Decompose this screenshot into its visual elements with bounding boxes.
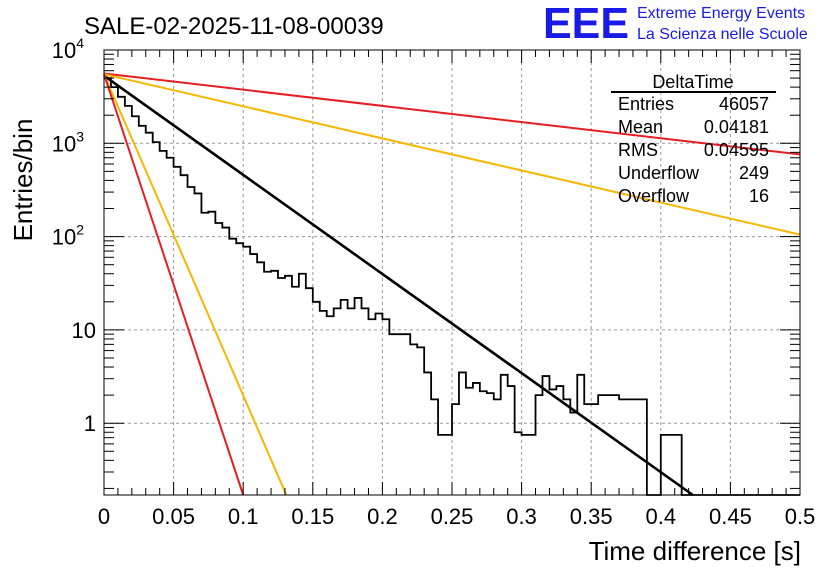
- stats-title: DeltaTime: [652, 72, 733, 92]
- y-tick-exponent: 2: [76, 222, 84, 238]
- stats-box: DeltaTime Entries 46057 Mean 0.04181 RMS 0.04…: [611, 72, 776, 206]
- x-tick-label: 0.3: [506, 504, 537, 529]
- stats-label: Underflow: [618, 163, 700, 183]
- x-tick-label: 0.15: [291, 504, 334, 529]
- histogram-deltatime: [104, 77, 800, 496]
- band-red-lower-line: [103, 73, 245, 496]
- stats-value: 16: [749, 186, 769, 206]
- x-tick-labels: 0 0.05 0.1 0.15 0.2 0.25 0.3 0.35 0.4 0.45 0.5: [98, 504, 815, 529]
- x-tick-label: 0.5: [785, 504, 816, 529]
- stats-label: Mean: [618, 117, 663, 137]
- stats-label: Overflow: [618, 186, 690, 206]
- y-tick-exponent: 3: [76, 128, 84, 144]
- x-axis-label: Time difference [s]: [589, 536, 801, 566]
- eee-logo: EEE Extreme Energy Events La Scienza nel…: [543, 0, 808, 48]
- curves: [103, 72, 801, 497]
- chart-title: SALE-02-2025-11-08-00039: [84, 13, 384, 40]
- stats-value: 249: [739, 163, 769, 183]
- y-tick-base: 10: [52, 131, 76, 156]
- axis-ticks: [103, 49, 801, 495]
- y-tick-label: 104: [52, 35, 84, 63]
- y-tick-label: 1: [84, 411, 96, 436]
- stats-label: Entries: [618, 94, 674, 114]
- stats-value: 0.04595: [704, 140, 769, 160]
- x-tick-label: 0.4: [646, 504, 677, 529]
- logo-mark: EEE: [543, 0, 629, 48]
- fit-black-line: [103, 74, 694, 497]
- y-tick-label: 10: [72, 318, 96, 343]
- stats-rows: Entries 46057 Mean 0.04181 RMS 0.04595Underfl…: [618, 94, 769, 206]
- stats-value: 0.04181: [704, 117, 769, 137]
- y-tick-base: 10: [52, 225, 76, 250]
- x-tick-label: 0: [98, 504, 110, 529]
- x-tick-label: 0.25: [431, 504, 474, 529]
- y-tick-exponent: 4: [76, 35, 84, 51]
- y-axis-label: Entries/bin: [8, 119, 38, 242]
- logo-line-2: La Scienza nelle Scuole: [637, 26, 808, 43]
- stats-value: 46057: [719, 94, 769, 114]
- x-tick-label: 0.2: [367, 504, 398, 529]
- y-tick-label: 103: [52, 128, 84, 156]
- y-tick-base: 10: [52, 38, 76, 63]
- logo-line-1: Extreme Energy Events: [637, 5, 805, 22]
- band-yellow-lower-line: [103, 73, 288, 496]
- x-tick-label: 0.35: [570, 504, 613, 529]
- x-tick-label: 0.45: [709, 504, 752, 529]
- band-red-upper-line: [103, 72, 801, 156]
- x-tick-label: 0.05: [152, 504, 195, 529]
- band-yellow-upper-line: [103, 73, 801, 236]
- y-tick-base: 10: [72, 318, 96, 343]
- y-tick-label: 102: [52, 222, 84, 250]
- x-tick-label: 0.1: [228, 504, 259, 529]
- stats-label: RMS: [618, 140, 658, 160]
- y-tick-base: 1: [84, 411, 96, 436]
